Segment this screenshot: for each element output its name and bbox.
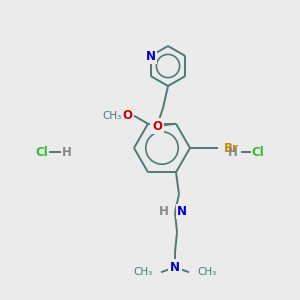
Text: O: O <box>122 109 132 122</box>
Text: CH₃: CH₃ <box>197 267 216 277</box>
Text: H: H <box>159 205 169 218</box>
Text: Cl: Cl <box>36 146 48 158</box>
Text: H: H <box>228 146 238 158</box>
Text: O: O <box>152 119 162 133</box>
Text: Cl: Cl <box>252 146 264 158</box>
Text: CH₃: CH₃ <box>134 267 153 277</box>
Text: N: N <box>170 261 180 274</box>
Text: Br: Br <box>224 142 239 154</box>
Text: H: H <box>62 146 72 158</box>
Text: N: N <box>177 205 187 218</box>
Text: N: N <box>146 50 156 62</box>
Text: CH₃: CH₃ <box>103 111 122 121</box>
